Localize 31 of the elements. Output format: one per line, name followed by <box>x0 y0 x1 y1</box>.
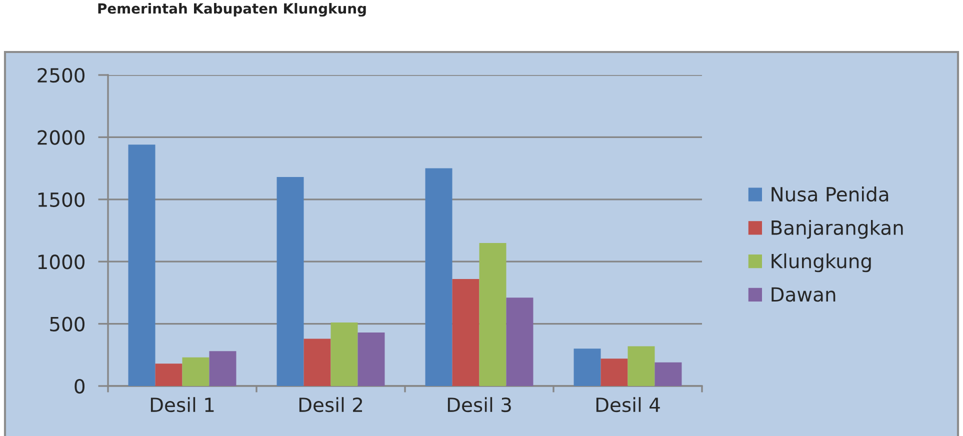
y-tick-label: 1000 <box>38 254 84 270</box>
bar <box>425 168 452 386</box>
bar <box>155 364 182 386</box>
bar <box>600 358 628 386</box>
bar <box>628 346 655 386</box>
chart-title: Pemerintah Kabupaten Klungkung <box>98 3 366 17</box>
bar <box>330 322 358 386</box>
x-tick-label: Desil 1 <box>150 397 214 412</box>
x-tick-label: Desil 2 <box>299 397 362 412</box>
bar <box>574 348 601 386</box>
bar <box>182 357 210 386</box>
bar <box>276 177 304 386</box>
bar <box>506 298 534 386</box>
legend-label: Nusa Penida <box>772 186 888 202</box>
x-tick-label: Desil 4 <box>596 397 660 412</box>
legend-label: Klungkung <box>772 253 871 272</box>
y-tick-label: 1500 <box>38 192 84 208</box>
bar <box>209 351 236 386</box>
bar <box>358 332 385 386</box>
bar <box>304 338 331 386</box>
y-tick-label: 2000 <box>38 130 84 145</box>
y-tick-label: 2500 <box>38 68 84 83</box>
bar <box>128 144 156 386</box>
y-tick-label: 0 <box>74 378 84 394</box>
bar <box>654 362 682 386</box>
legend-label: Dawan <box>772 287 836 302</box>
bar <box>479 242 506 386</box>
bar <box>452 279 480 386</box>
y-tick-label: 500 <box>50 316 84 332</box>
x-tick-label: Desil 3 <box>448 397 511 412</box>
legend-label: Banjarangkan <box>772 220 903 239</box>
